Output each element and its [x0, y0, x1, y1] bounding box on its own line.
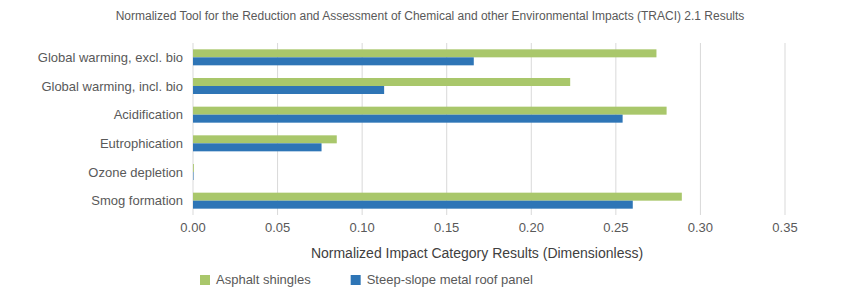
bar [193, 193, 682, 201]
grid-line [531, 43, 532, 215]
legend-label: Asphalt shingles [216, 272, 311, 287]
bars [193, 49, 682, 208]
tick-label: 0.10 [349, 220, 374, 235]
grid-line [193, 43, 194, 215]
grid-line [785, 43, 786, 215]
legend-label: Steep-slope metal roof panel [367, 272, 533, 287]
tick-label: 0.15 [434, 220, 459, 235]
tick-label: 0.25 [603, 220, 628, 235]
bar [193, 143, 322, 151]
category-label: Global warming, incl. bio [41, 79, 183, 94]
tick-label: 0.00 [180, 220, 205, 235]
bar [193, 164, 194, 172]
legend-swatch [351, 275, 361, 285]
tick-label: 0.20 [519, 220, 544, 235]
grid-line [277, 43, 278, 215]
bar [193, 201, 633, 209]
grid-line [362, 43, 363, 215]
bar [193, 86, 384, 94]
tick-label: 0.05 [265, 220, 290, 235]
bar [193, 57, 474, 65]
bar [193, 107, 667, 115]
category-label: Global warming, excl. bio [38, 50, 183, 65]
category-label: Smog formation [91, 193, 183, 208]
tick-label: 0.35 [772, 220, 797, 235]
grid-line [700, 43, 701, 215]
legend-swatch [200, 275, 210, 285]
category-label: Ozone depletion [88, 165, 183, 180]
grid-line [615, 43, 616, 215]
axis-title: Normalized Impact Category Results (Dime… [311, 245, 643, 261]
bar [193, 135, 337, 143]
category-label: Eutrophication [100, 136, 183, 151]
bar [193, 172, 194, 180]
bar [193, 49, 656, 57]
chart: Normalized Tool for the Reduction and As… [0, 0, 850, 306]
tick-label: 0.30 [688, 220, 713, 235]
grid-line [446, 43, 447, 215]
category-label: Acidification [114, 107, 183, 122]
title: Normalized Tool for the Reduction and As… [116, 9, 745, 23]
bar [193, 115, 623, 123]
bar [193, 78, 570, 86]
